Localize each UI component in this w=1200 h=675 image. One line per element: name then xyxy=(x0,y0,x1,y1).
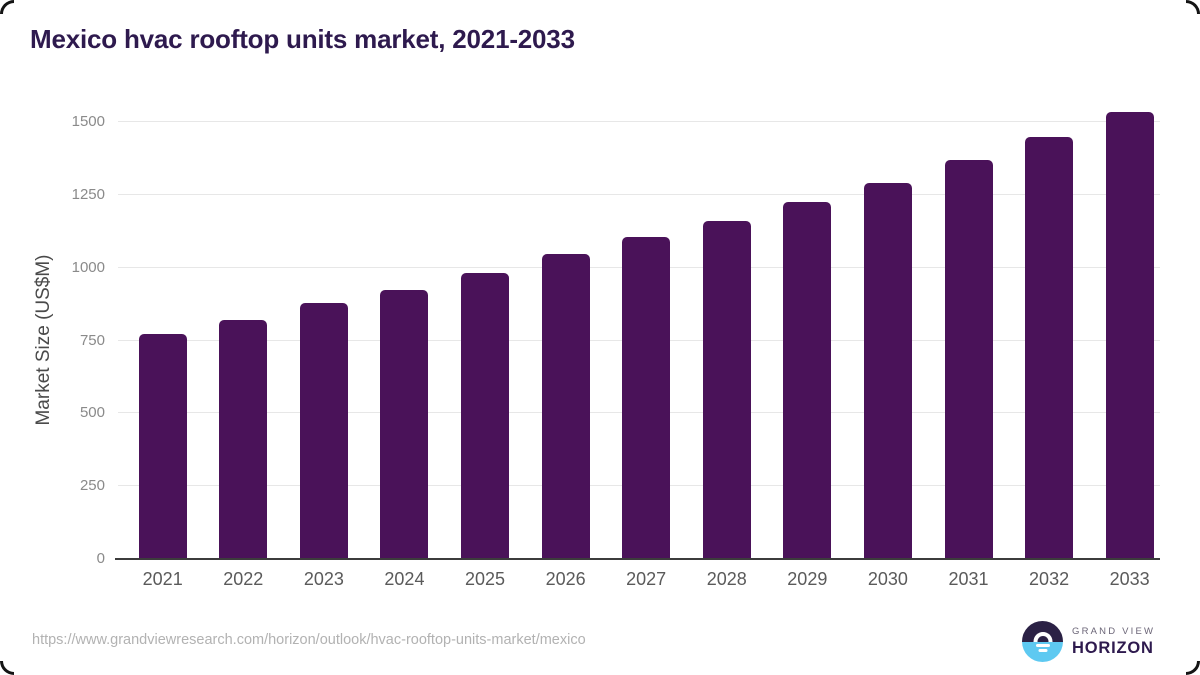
xtick-label-2028: 2028 xyxy=(706,569,747,589)
xtick-label-2026: 2026 xyxy=(545,569,586,589)
ytick-label-250: 250 xyxy=(79,477,105,495)
ytick-label-1250: 1250 xyxy=(71,185,105,203)
xtick-label-2021: 2021 xyxy=(142,569,183,589)
ytick-label-1500: 1500 xyxy=(71,113,105,130)
logo-product-name: HORIZON xyxy=(1072,638,1154,657)
bar-2023[interactable] xyxy=(299,302,348,559)
xtick-label-2031: 2031 xyxy=(948,569,989,589)
bar-2022[interactable] xyxy=(219,319,268,559)
screen-corner-top-right xyxy=(1186,0,1200,14)
logo-reflection-dash-1 xyxy=(1035,643,1050,647)
logo-text: GRAND VIEW HORIZON xyxy=(1072,626,1155,658)
bar-2032[interactable] xyxy=(1025,136,1074,559)
bar-2025[interactable] xyxy=(461,273,510,559)
bar-2024[interactable] xyxy=(380,289,429,559)
xtick-label-2025: 2025 xyxy=(464,569,506,589)
xtick-label-2030: 2030 xyxy=(867,569,908,589)
bar-2029[interactable] xyxy=(783,202,832,559)
bar-2021[interactable] xyxy=(138,334,187,559)
xtick-label-2024: 2024 xyxy=(384,569,425,589)
screen-corner-bottom-right xyxy=(1186,661,1200,675)
gridline-1250 xyxy=(118,193,1160,195)
xtick-label-2029: 2029 xyxy=(787,569,828,589)
screen-corner-bottom-left xyxy=(0,661,14,675)
bar-2027[interactable] xyxy=(622,237,671,559)
screen-corner-top-left xyxy=(0,0,14,14)
ytick-label-0: 0 xyxy=(96,550,105,567)
xtick-label-2022: 2022 xyxy=(223,569,264,589)
sunrise-over-horizon-icon xyxy=(1022,621,1063,662)
source-url: https://www.grandviewresearch.com/horizo… xyxy=(32,632,586,648)
bar-2030[interactable] xyxy=(863,183,912,559)
grandview-horizon-logo: GRAND VIEW HORIZON xyxy=(1022,621,1155,662)
logo-sky xyxy=(1022,621,1063,642)
xtick-label-2033: 2033 xyxy=(1109,569,1150,589)
bar-2033[interactable] xyxy=(1105,111,1154,559)
page-title: Mexico hvac rooftop units market, 2021-2… xyxy=(30,24,575,54)
xtick-label-2032: 2032 xyxy=(1029,569,1070,589)
plot-area: 0 250 500 750 1000 1250 1500 2021 2022 2023 2024 2… xyxy=(72,100,1160,589)
gridline-1500 xyxy=(118,121,1160,122)
logo-brand-name: GRAND VIEW xyxy=(1072,625,1156,637)
logo-sun-arch xyxy=(1033,631,1052,642)
logo-reflection-dash-2 xyxy=(1038,649,1047,653)
bar-2026[interactable] xyxy=(541,253,590,559)
xtick-label-2027: 2027 xyxy=(626,569,667,589)
bar-2028[interactable] xyxy=(702,221,751,559)
ytick-label-500: 500 xyxy=(79,404,105,422)
bar-2031[interactable] xyxy=(944,160,993,559)
x-axis-line xyxy=(115,558,1160,560)
xtick-label-2023: 2023 xyxy=(303,569,344,589)
ytick-label-750: 750 xyxy=(79,331,105,349)
ytick-label-1000: 1000 xyxy=(71,258,105,276)
